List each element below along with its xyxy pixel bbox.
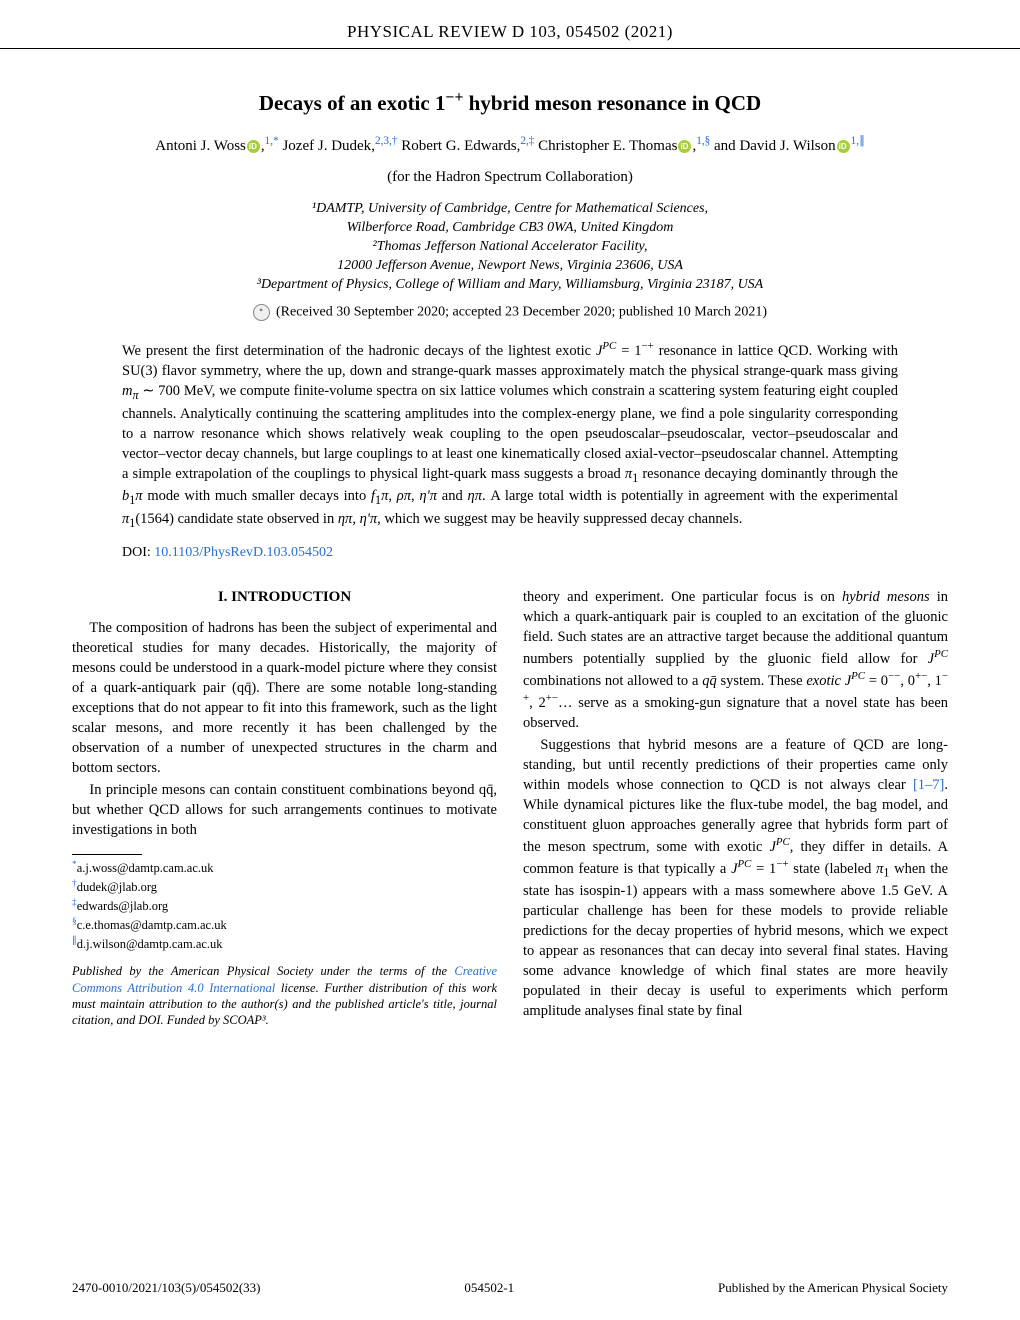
doi-line: DOI: 10.1103/PhysRevD.103.054502 xyxy=(122,545,898,561)
orcid-icon[interactable] xyxy=(247,140,260,153)
affil-sup[interactable]: 1,* xyxy=(265,135,279,147)
affil-sup[interactable]: 2,‡ xyxy=(520,135,534,147)
footer-right: Published by the American Physical Socie… xyxy=(718,1280,948,1296)
open-access-icon xyxy=(253,304,270,321)
author: Antoni J. Woss xyxy=(155,138,246,154)
section-heading: I. INTRODUCTION xyxy=(72,587,497,608)
orcid-icon[interactable] xyxy=(837,140,850,153)
collaboration: (for the Hadron Spectrum Collaboration) xyxy=(72,169,948,186)
author-list: Antoni J. Woss,1,* Jozef J. Dudek,2,3,† … xyxy=(72,134,948,157)
paragraph: The composition of hadrons has been the … xyxy=(72,618,497,778)
footnotes: *a.j.woss@damtp.cam.ac.uk †dudek@jlab.or… xyxy=(72,859,497,953)
orcid-icon[interactable] xyxy=(678,140,691,153)
author: David J. Wilson xyxy=(739,138,835,154)
journal-header: PHYSICAL REVIEW D 103, 054502 (2021) xyxy=(0,0,1020,49)
author: Robert G. Edwards xyxy=(401,138,516,154)
publication-note: Published by the American Physical Socie… xyxy=(72,963,497,1028)
affiliations: ¹DAMTP, University of Cambridge, Centre … xyxy=(72,200,948,294)
paragraph: In principle mesons can contain constitu… xyxy=(72,780,497,840)
left-column: I. INTRODUCTION The composition of hadro… xyxy=(72,587,497,1028)
footer-center: 054502-1 xyxy=(464,1280,514,1296)
page-footer: 2470-0010/2021/103(5)/054502(33) 054502-… xyxy=(72,1280,948,1296)
article-dates: (Received 30 September 2020; accepted 23… xyxy=(72,304,948,321)
right-column: theory and experiment. One particular fo… xyxy=(523,587,948,1028)
article-title: Decays of an exotic 1−+ hybrid meson res… xyxy=(72,89,948,116)
affil-sup[interactable]: 1,∥ xyxy=(851,135,865,147)
paragraph: theory and experiment. One particular fo… xyxy=(523,587,948,732)
doi-link[interactable]: 10.1103/PhysRevD.103.054502 xyxy=(154,545,333,560)
footer-left: 2470-0010/2021/103(5)/054502(33) xyxy=(72,1280,260,1296)
author: Christopher E. Thomas xyxy=(538,138,677,154)
footnote-separator xyxy=(72,854,142,855)
abstract: We present the first determination of th… xyxy=(122,339,898,531)
paragraph: Suggestions that hybrid mesons are a fea… xyxy=(523,735,948,1021)
author: Jozef J. Dudek xyxy=(282,138,371,154)
affil-sup[interactable]: 1,§ xyxy=(696,135,710,147)
affil-sup[interactable]: 2,3,† xyxy=(375,135,398,147)
body-columns: I. INTRODUCTION The composition of hadro… xyxy=(72,587,948,1028)
